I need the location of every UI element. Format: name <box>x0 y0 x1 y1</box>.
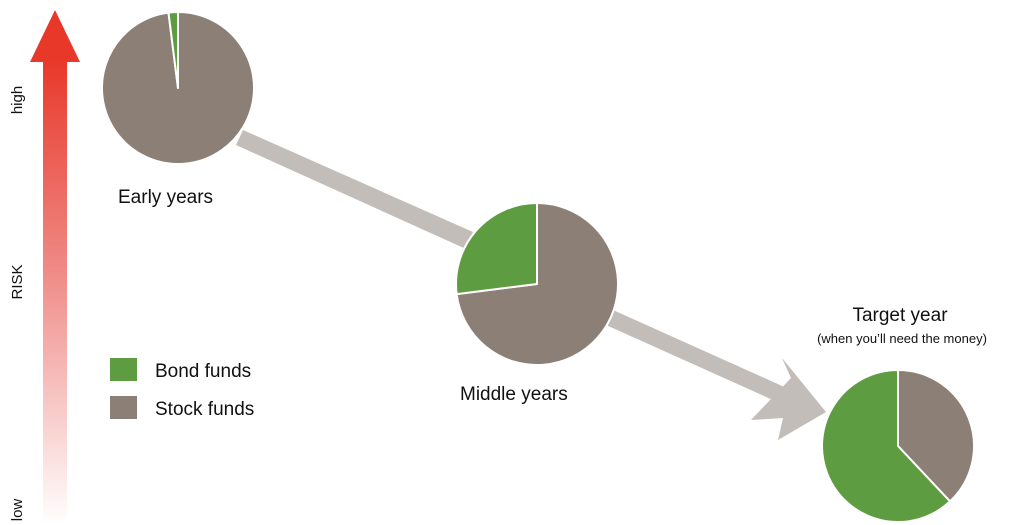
path-segment-middle-to-target <box>606 310 800 409</box>
stage-label-middle: Middle years <box>460 384 568 405</box>
pie-target-year <box>821 369 975 523</box>
risk-axis-title: RISK <box>9 264 26 299</box>
pie-middle-bond-slice <box>455 202 538 296</box>
stage-label-early: Early years <box>118 187 213 208</box>
legend-swatch-stock <box>110 396 137 419</box>
pie-target-stock-slice <box>897 369 975 503</box>
legend-label-stock: Stock funds <box>155 399 254 420</box>
risk-high-label: high <box>9 86 26 114</box>
pie-middle-years <box>455 202 619 366</box>
risk-arrow <box>30 10 80 525</box>
stage-label-target: Target year <box>852 305 948 326</box>
risk-low-label: low <box>9 499 26 522</box>
legend-label-bond: Bond funds <box>155 361 251 382</box>
path-segment-early-to-middle <box>236 130 473 249</box>
legend-swatch-bond <box>110 358 137 381</box>
stage-sublabel-target: (when you’ll need the money) <box>817 331 987 346</box>
risk-arrow-head <box>30 10 80 62</box>
legend: Bond funds Stock funds <box>110 358 254 420</box>
pie-early-bond-slice <box>167 11 179 89</box>
glide-path-arrow <box>236 130 826 440</box>
pie-early-years <box>101 11 255 165</box>
path-arrowhead <box>751 358 826 440</box>
pie-target-bond-slice <box>821 369 952 523</box>
risk-arrow-shaft <box>43 60 67 525</box>
